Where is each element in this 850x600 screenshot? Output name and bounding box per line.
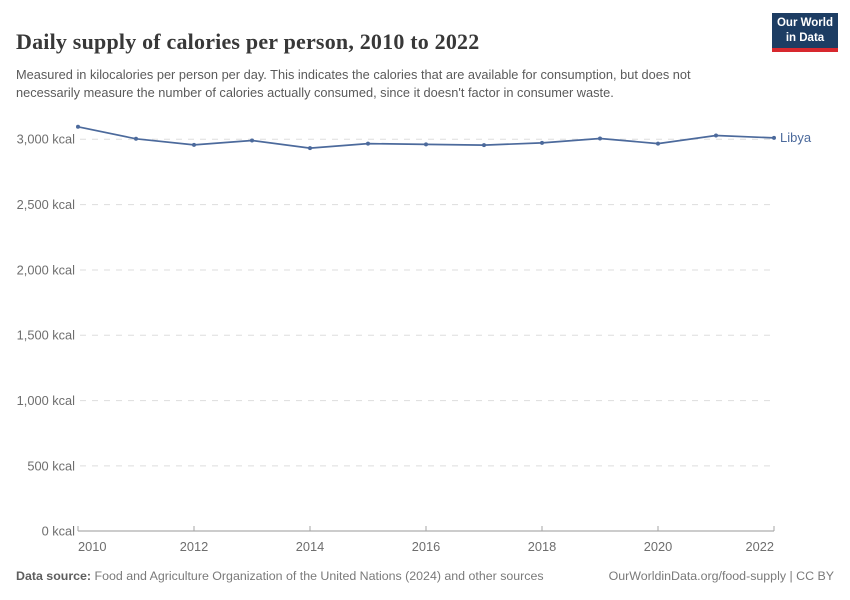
data-point-marker: [192, 142, 196, 147]
data-point-marker: [598, 136, 602, 141]
owid-logo[interactable]: Our World in Data: [772, 13, 838, 52]
data-source-note: Data source: Food and Agriculture Organi…: [16, 569, 544, 583]
page-title: Daily supply of calories per person, 201…: [16, 28, 480, 54]
data-point-marker: [656, 141, 660, 146]
x-axis-label: 2020: [644, 539, 672, 554]
data-source-text: Food and Agriculture Organization of the…: [91, 569, 544, 583]
data-point-marker: [424, 142, 428, 147]
x-axis-label: 2018: [528, 539, 556, 554]
data-point-marker: [482, 143, 486, 148]
x-axis-label: 2012: [180, 539, 208, 554]
data-point-marker: [308, 146, 312, 151]
license-link[interactable]: OurWorldinData.org/food-supply | CC BY: [608, 569, 834, 583]
x-axis-label: 2022: [746, 539, 774, 554]
x-axis-label: 2016: [412, 539, 440, 554]
data-point-marker: [366, 141, 370, 146]
data-point-marker: [76, 124, 80, 129]
y-axis-label: 1,500 kcal: [17, 328, 75, 343]
data-source-label: Data source:: [16, 569, 92, 583]
data-point-marker: [250, 138, 254, 143]
y-axis-label: 0 kcal: [42, 523, 75, 538]
data-point-marker: [540, 140, 544, 145]
y-axis-label: 2,000 kcal: [17, 262, 75, 277]
x-axis: 2010 2012 2014 2016 2018 2020 2022: [77, 526, 775, 554]
x-axis-label: 2010: [78, 539, 106, 554]
x-axis-labels: 2010 2012 2014 2016 2018 2020 2022: [78, 539, 774, 554]
series-layer: [76, 124, 776, 151]
y-axis-label: 500 kcal: [27, 458, 75, 473]
data-point-marker: [772, 135, 776, 140]
y-axis-label: 3,000 kcal: [17, 132, 75, 147]
owid-logo-line1: Our World: [776, 17, 833, 30]
gridlines: [80, 138, 774, 467]
y-axis-label: 2,500 kcal: [17, 197, 75, 212]
y-axis: 3,000 kcal 2,500 kcal 2,000 kcal 1,500 k…: [17, 132, 75, 539]
x-axis-label: 2014: [296, 539, 324, 554]
y-axis-label: 1,000 kcal: [17, 393, 75, 408]
series-end-label: Libya: [780, 130, 812, 145]
owid-logo-line2: in Data: [785, 31, 825, 44]
data-point-marker: [134, 136, 138, 141]
data-point-marker: [714, 133, 718, 138]
chart-subtitle: Measured in kilocalories per person per …: [16, 66, 691, 101]
x-axis-ticks: [77, 526, 775, 531]
